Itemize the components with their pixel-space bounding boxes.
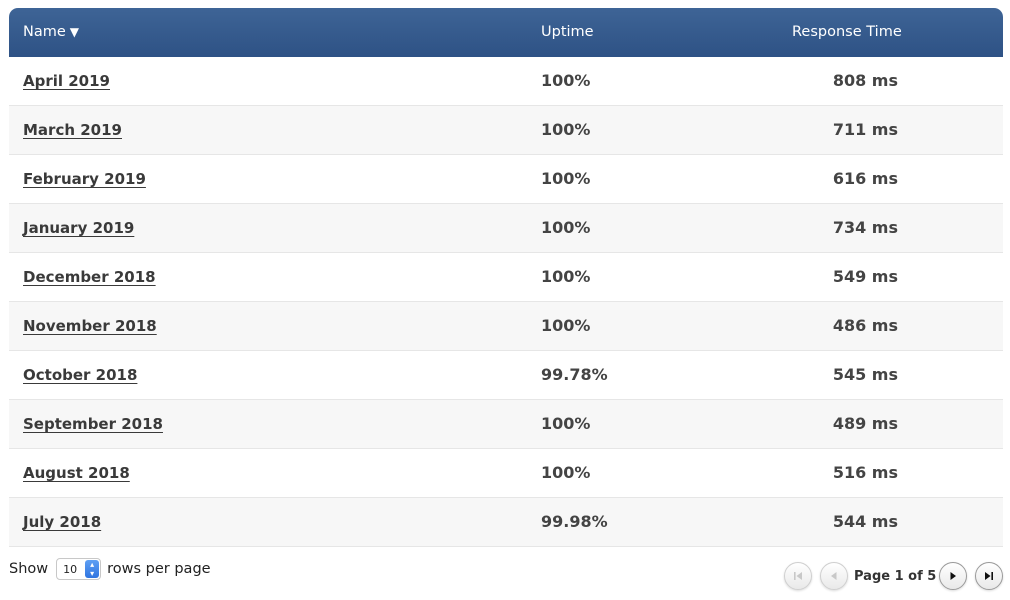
next-page-button[interactable] (939, 562, 968, 590)
select-stepper-icon: ▴ ▾ (85, 560, 100, 578)
sort-descending-icon: ▼ (69, 25, 80, 39)
table-row: March 2019 100% 711 ms (9, 106, 1003, 155)
table-row: November 2018 100% 486 ms (9, 302, 1003, 351)
column-header-name-label: Name (23, 24, 66, 40)
last-page-icon (985, 572, 994, 580)
report-table: Name ▼ Uptime Response Time April 2019 10… (9, 8, 1003, 547)
row-name-link[interactable]: September 2018 (23, 415, 163, 433)
row-response-time: 545 ms (832, 365, 898, 384)
column-header-response-time[interactable]: Response Time (792, 24, 902, 40)
previous-page-button[interactable] (820, 562, 848, 590)
row-uptime: 100% (541, 169, 591, 188)
row-name-link[interactable]: November 2018 (23, 317, 157, 335)
row-response-time: 489 ms (832, 414, 898, 433)
rows-per-page-label: rows per page (107, 561, 211, 577)
table-row: August 2018 100% 516 ms (9, 449, 1003, 498)
row-response-time: 549 ms (832, 267, 898, 286)
row-name-link[interactable]: January 2019 (23, 219, 135, 237)
row-name-link[interactable]: July 2018 (23, 513, 102, 531)
first-page-icon (794, 572, 802, 580)
table-row: September 2018 100% 489 ms (9, 400, 1003, 449)
row-uptime: 100% (541, 71, 591, 90)
row-response-time: 616 ms (832, 169, 898, 188)
row-name-link[interactable]: August 2018 (23, 464, 130, 482)
table-row: July 2018 99.98% 544 ms (9, 498, 1003, 547)
show-label: Show (9, 561, 49, 577)
row-response-time: 808 ms (832, 71, 898, 90)
row-name-link[interactable]: December 2018 (23, 268, 156, 286)
row-uptime: 99.78% (541, 365, 608, 384)
row-uptime: 100% (541, 267, 591, 286)
table-header: Name ▼ Uptime Response Time (9, 8, 1003, 57)
row-name-link[interactable]: October 2018 (23, 366, 138, 384)
column-header-uptime[interactable]: Uptime (541, 24, 594, 40)
row-response-time: 711 ms (832, 120, 898, 139)
rows-per-page-value: 10 (63, 562, 78, 576)
row-name-link[interactable]: February 2019 (23, 170, 146, 188)
row-uptime: 99.98% (541, 512, 608, 531)
rows-per-page-select[interactable]: 10 ▴ ▾ (56, 558, 102, 580)
last-page-button[interactable] (975, 562, 1004, 590)
row-uptime: 100% (541, 316, 591, 335)
row-name-link[interactable]: March 2019 (23, 121, 122, 139)
table-row: October 2018 99.78% 545 ms (9, 351, 1003, 400)
first-page-button[interactable] (784, 562, 812, 590)
row-response-time: 734 ms (832, 218, 898, 237)
previous-page-icon (831, 572, 837, 580)
next-page-icon (950, 572, 957, 580)
table-row: February 2019 100% 616 ms (9, 155, 1003, 204)
table-row: December 2018 100% 549 ms (9, 253, 1003, 302)
row-uptime: 100% (541, 463, 591, 482)
pagination: Page 1 of 5 (784, 560, 1004, 592)
row-response-time: 486 ms (832, 316, 898, 335)
table-row: April 2019 100% 808 ms (9, 57, 1003, 106)
row-name-link[interactable]: April 2019 (23, 72, 110, 90)
row-uptime: 100% (541, 414, 591, 433)
page-indicator: Page 1 of 5 (854, 568, 937, 584)
row-response-time: 516 ms (832, 463, 898, 482)
column-header-name[interactable]: Name ▼ (23, 8, 79, 57)
row-uptime: 100% (541, 120, 591, 139)
row-response-time: 544 ms (832, 512, 898, 531)
table-row: January 2019 100% 734 ms (9, 204, 1003, 253)
row-uptime: 100% (541, 218, 591, 237)
rows-per-page-control: Show 10 ▴ ▾ rows per page (9, 558, 211, 580)
